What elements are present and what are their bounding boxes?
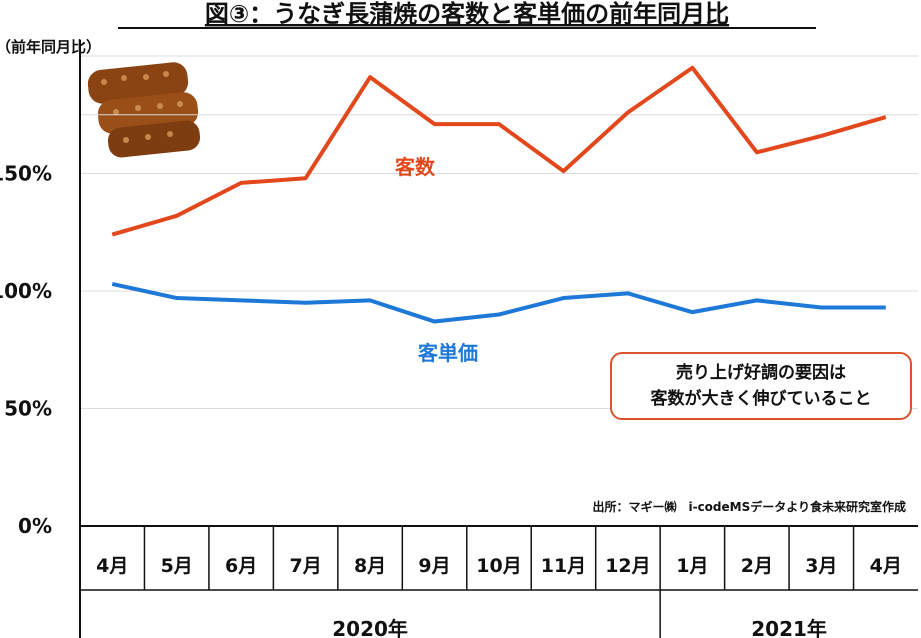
year-label: 2021年: [751, 617, 827, 638]
x-tick-label: 5月: [161, 555, 193, 577]
x-tick-label: 11月: [541, 555, 586, 577]
source-note: 出所：マギー㈱ i-codeMSデータより食未来研究室作成: [592, 499, 906, 514]
y-tick-label: 0%: [18, 514, 52, 538]
x-tick-label: 2月: [741, 555, 773, 577]
eel-kabayaki-icon: [87, 62, 201, 158]
y-tick-label: 150%: [0, 162, 52, 186]
x-tick-label: 4月: [870, 555, 902, 577]
y-tick-label: 100%: [0, 279, 52, 303]
x-tick-label: 1月: [676, 555, 708, 577]
y-axis-label: （前年同月比）: [0, 38, 101, 56]
annotation-line-1: 売り上げ好調の要因は: [676, 363, 846, 383]
x-tick-label: 9月: [418, 555, 450, 577]
x-tick-label: 10月: [476, 555, 521, 577]
chart-title: 図③：うなぎ長蒲焼の客数と客単価の前年同月比: [205, 0, 729, 28]
x-tick-label: 7月: [289, 555, 321, 577]
x-tick-label: 12月: [605, 555, 650, 577]
annotation-box: 売り上げ好調の要因は 客数が大きく伸びていること: [610, 352, 912, 420]
series-label: 客単価: [417, 341, 478, 365]
x-tick-label: 8月: [354, 555, 386, 577]
x-tick-label: 4月: [96, 555, 128, 577]
series-label: 客数: [394, 155, 436, 179]
x-tick-label: 3月: [805, 555, 837, 577]
series-line: [111, 65, 887, 237]
y-tick-label: 50%: [4, 397, 52, 421]
series-line: [111, 281, 886, 324]
annotation-line-2: 客数が大きく伸びていること: [650, 389, 872, 409]
x-tick-label: 6月: [225, 555, 257, 577]
year-label: 2020年: [332, 617, 408, 638]
